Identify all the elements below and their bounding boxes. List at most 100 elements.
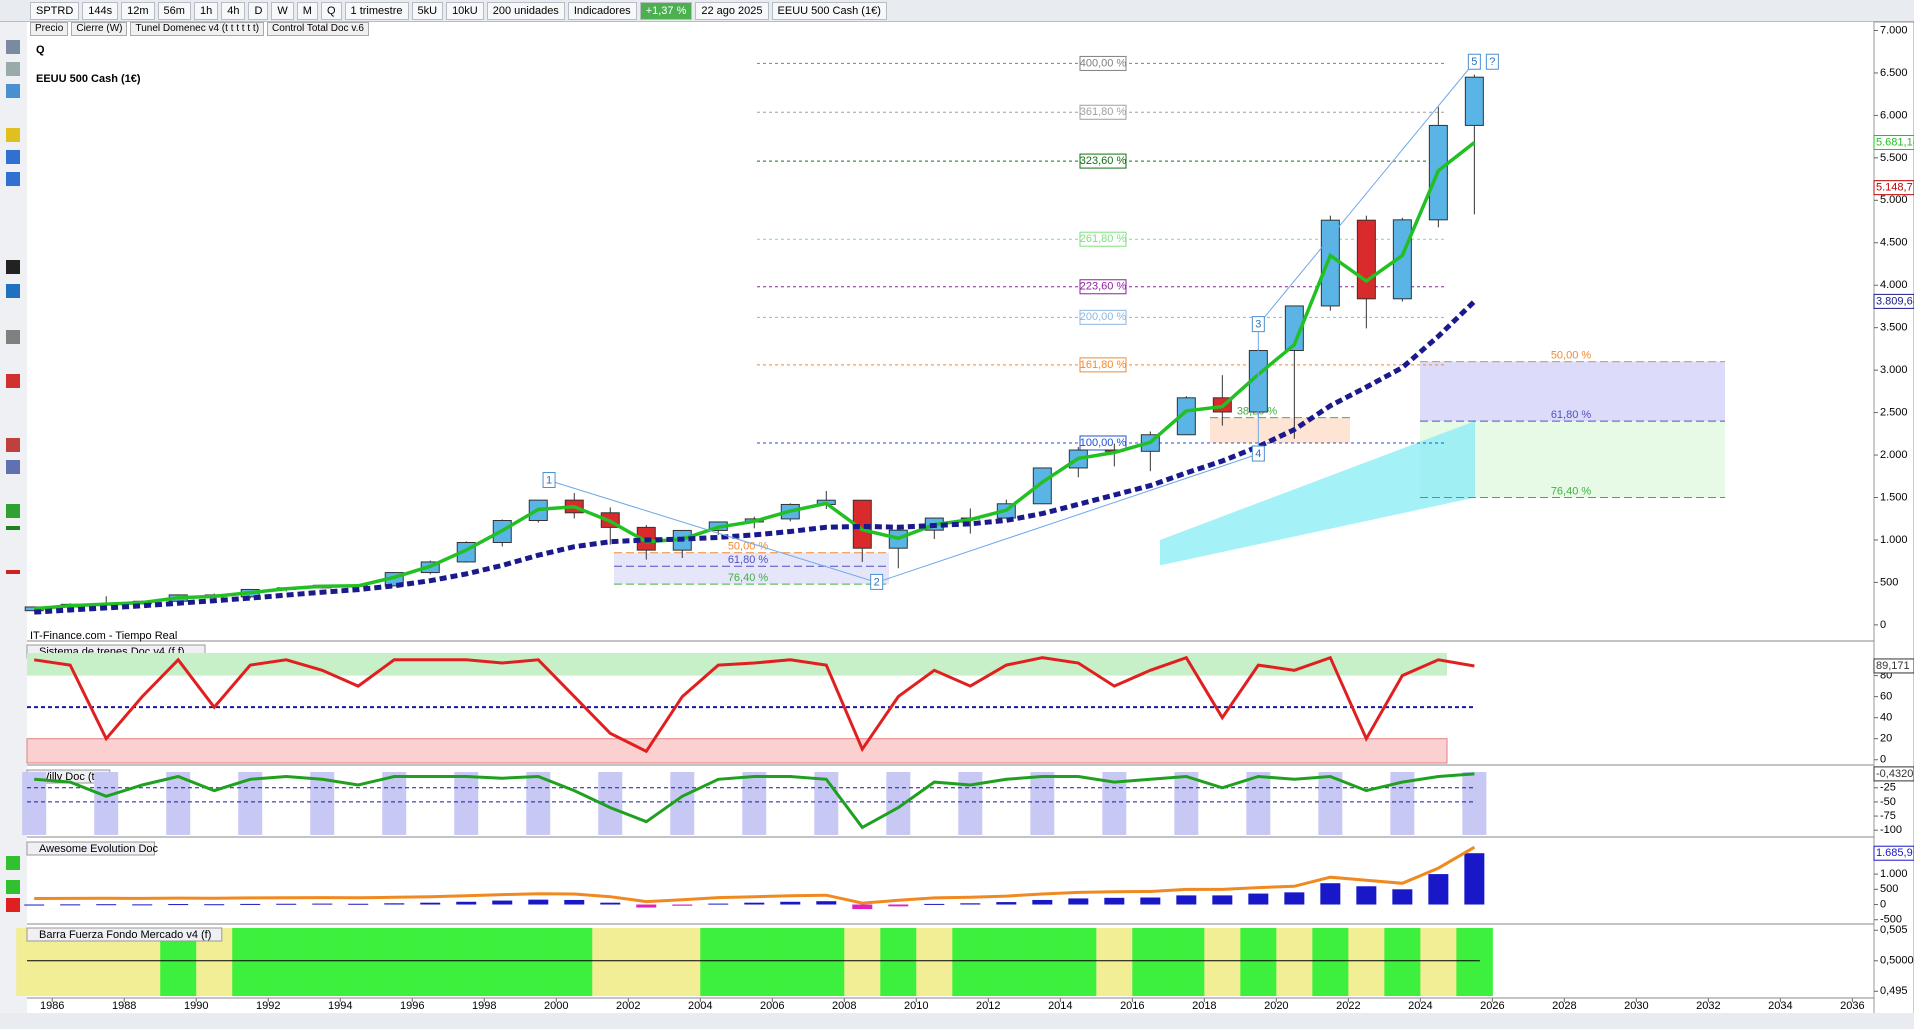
toolbar-button[interactable]: Indicadores xyxy=(567,1,637,20)
panel-title: Barra Fuerza Fondo Mercado v4 (f) xyxy=(39,929,211,941)
toolbar-button[interactable]: 1 trimestre xyxy=(344,1,409,20)
histogram-bar xyxy=(744,902,765,905)
band xyxy=(1246,772,1271,835)
band xyxy=(814,772,839,835)
toolbar-button[interactable]: W xyxy=(271,1,294,20)
histogram-bar xyxy=(60,904,81,906)
x-tick-label: 2028 xyxy=(1552,1000,1576,1012)
value-tag: 5.148,75 xyxy=(1873,180,1914,196)
x-tick-label: 2014 xyxy=(1048,1000,1072,1012)
toolbar-button[interactable]: 1h xyxy=(193,1,219,20)
fib-label: 323,60 % xyxy=(1080,155,1127,167)
y-tick-label: 500 xyxy=(1880,883,1898,895)
x-tick-label: 1986 xyxy=(40,1000,64,1012)
histogram-bar xyxy=(1428,874,1449,905)
histogram-bar xyxy=(816,901,837,905)
histogram-bar xyxy=(1320,883,1341,905)
wave-label-box xyxy=(870,573,884,590)
candle-body xyxy=(1176,397,1196,436)
wave-label-box xyxy=(1251,316,1265,333)
fib-label-box xyxy=(1079,309,1127,325)
indicator-tabs: Precio Cierre (W) Tunel Domenec v4 (t t t … xyxy=(30,22,369,36)
histogram-bar xyxy=(1212,895,1233,905)
value-tag: 3.809,68 xyxy=(1873,293,1914,309)
histogram-bar xyxy=(420,902,441,905)
toolbar-button[interactable]: 200 unidades xyxy=(486,1,565,20)
y-tick-label: 1.000 xyxy=(1880,868,1908,880)
band xyxy=(1174,772,1199,835)
strength-block xyxy=(1168,928,1205,996)
y-tick-label: -75 xyxy=(1880,810,1896,822)
toolbar-button[interactable]: 10kU xyxy=(446,1,484,20)
toolbar-button[interactable]: 144s xyxy=(82,1,119,20)
band xyxy=(526,772,551,835)
fib-label-box xyxy=(1079,231,1127,247)
band xyxy=(958,772,983,835)
candle-body xyxy=(1320,219,1340,307)
histogram-bar xyxy=(492,900,513,905)
toolbar-button[interactable]: SPTRD xyxy=(30,1,80,20)
y-tick-label: 5.500 xyxy=(1880,152,1908,164)
strength-block xyxy=(880,928,917,996)
strength-block xyxy=(736,928,773,996)
value-tag-label: 5.148,75 xyxy=(1876,182,1914,194)
toolbar-button[interactable]: M xyxy=(296,1,318,20)
toolbar-button[interactable]: 56m xyxy=(157,1,191,20)
fib-label: 361,80 % xyxy=(1080,106,1127,118)
histogram-bar xyxy=(1284,892,1305,905)
strength-block xyxy=(1204,928,1241,996)
band xyxy=(382,772,407,835)
y-tick-label: 0,505 xyxy=(1880,924,1908,936)
fib-label: 400,00 % xyxy=(1080,57,1127,69)
retracement-label: 76,40 % xyxy=(1551,485,1592,497)
toolbar-button[interactable]: 22 ago 2025 xyxy=(695,1,769,20)
y-tick-label: -100 xyxy=(1880,824,1902,836)
y-tick-label: 40 xyxy=(1880,712,1892,724)
y-tick-label: 0 xyxy=(1880,754,1886,766)
strength-block xyxy=(1312,928,1349,996)
y-tick-label: 1.500 xyxy=(1880,491,1908,503)
y-tick-label: 0 xyxy=(1880,619,1886,631)
y-tick-label: 6.000 xyxy=(1880,109,1908,121)
zone-bottom xyxy=(26,738,1448,764)
toolbar-button[interactable]: Q xyxy=(320,1,342,20)
histogram-bar xyxy=(1248,893,1269,905)
source-label: IT-Finance.com - Tiempo Real xyxy=(30,630,177,642)
candle-body xyxy=(1464,76,1484,126)
toolbar-button[interactable]: 12m xyxy=(121,1,155,20)
value-tag: 89,171 xyxy=(1873,658,1914,674)
histogram-bar xyxy=(132,904,153,906)
histogram-bar xyxy=(708,903,729,905)
indicator-tab[interactable]: Control Total Doc v.6 xyxy=(267,22,369,36)
strength-block xyxy=(1276,928,1313,996)
indicator-tab[interactable]: Precio xyxy=(30,22,69,36)
histogram-bar xyxy=(348,903,369,905)
toolbar-button[interactable]: EEUU 500 Cash (1€) xyxy=(771,1,887,20)
toolbar-button[interactable]: D xyxy=(248,1,269,20)
band xyxy=(22,772,47,835)
moving-average xyxy=(34,141,1476,611)
strength-block xyxy=(808,928,845,996)
histogram-bar xyxy=(996,902,1017,905)
value-tag: 1.685,9 xyxy=(1873,845,1914,861)
wave-label-box xyxy=(1485,53,1499,70)
x-tick-label: 2020 xyxy=(1264,1000,1288,1012)
strength-block xyxy=(1456,928,1493,996)
value-tag-box xyxy=(1873,658,1914,674)
candle-body xyxy=(1392,219,1412,300)
band xyxy=(94,772,119,835)
indicator-tab[interactable]: Tunel Domenec v4 (t t t t t t) xyxy=(130,22,265,36)
toolbar-button[interactable]: +1,37 % xyxy=(639,1,693,20)
retracement-zone xyxy=(614,552,889,585)
x-tick-label: 2016 xyxy=(1120,1000,1144,1012)
x-tick-label: 2036 xyxy=(1840,1000,1864,1012)
toolbar-button[interactable]: 4h xyxy=(221,1,246,20)
signal-line xyxy=(34,845,1476,905)
histogram-bar xyxy=(240,903,261,905)
x-tick-label: 2012 xyxy=(976,1000,1000,1012)
indicator-tab[interactable]: Cierre (W) xyxy=(71,22,128,36)
panel-title-box xyxy=(26,841,156,856)
toolbar-button[interactable]: 5kU xyxy=(411,1,444,20)
fib-label: 223,60 % xyxy=(1080,281,1127,293)
histogram-bar xyxy=(1068,898,1089,905)
